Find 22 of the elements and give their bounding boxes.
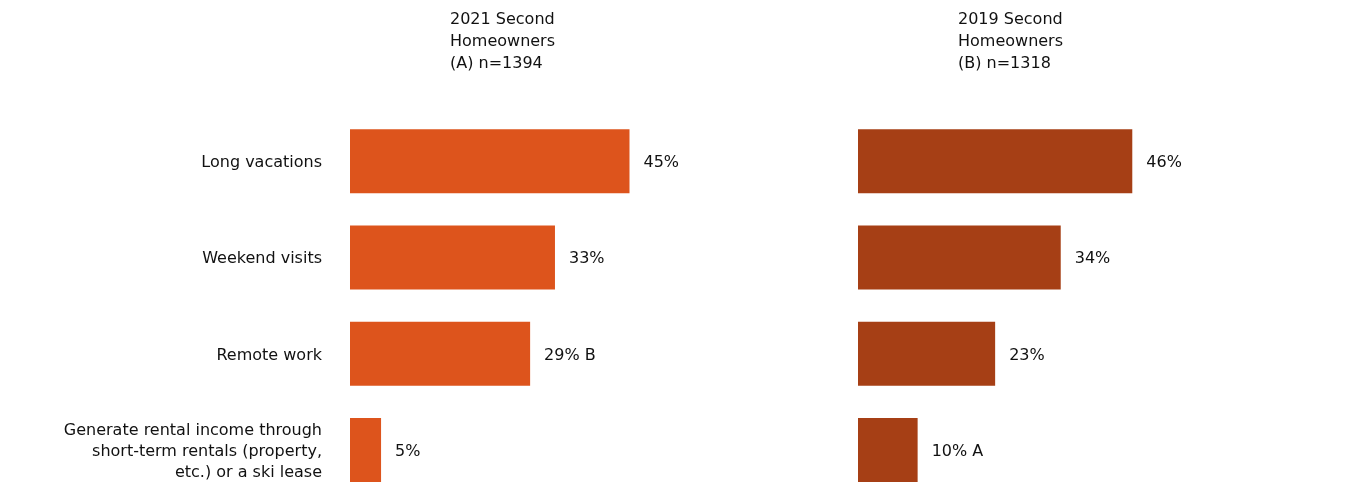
- chart-title: 2021 Second Homeowners (A) n=1394: [449, 8, 557, 74]
- bar: [858, 225, 1061, 290]
- data-label: 5%: [395, 440, 421, 460]
- bar: [858, 418, 918, 483]
- data-label: 46%: [1146, 152, 1182, 172]
- data-label: 45%: [643, 152, 680, 172]
- bar: [350, 225, 555, 290]
- y-tick-label: Remote work: [216, 344, 323, 364]
- data-label: 29% B: [544, 344, 596, 364]
- bar: [350, 418, 382, 483]
- data-label: 33%: [568, 248, 605, 268]
- bar: [858, 129, 1133, 194]
- data-label: 10% A: [931, 440, 984, 460]
- bar: [858, 321, 996, 386]
- data-label: 34%: [1074, 248, 1111, 268]
- y-tick-label: Long vacations: [201, 151, 322, 171]
- bar: [350, 321, 531, 386]
- y-tick-label: Weekend visits: [202, 247, 322, 267]
- bar: [350, 129, 630, 194]
- y-tick-label: Generate rental income through short-term rentals (property, etc.) or a ski lease: [63, 419, 322, 481]
- data-label: 23%: [1009, 344, 1045, 364]
- chart-title: 2019 Second Homeowners (B) n=1318: [957, 8, 1065, 74]
